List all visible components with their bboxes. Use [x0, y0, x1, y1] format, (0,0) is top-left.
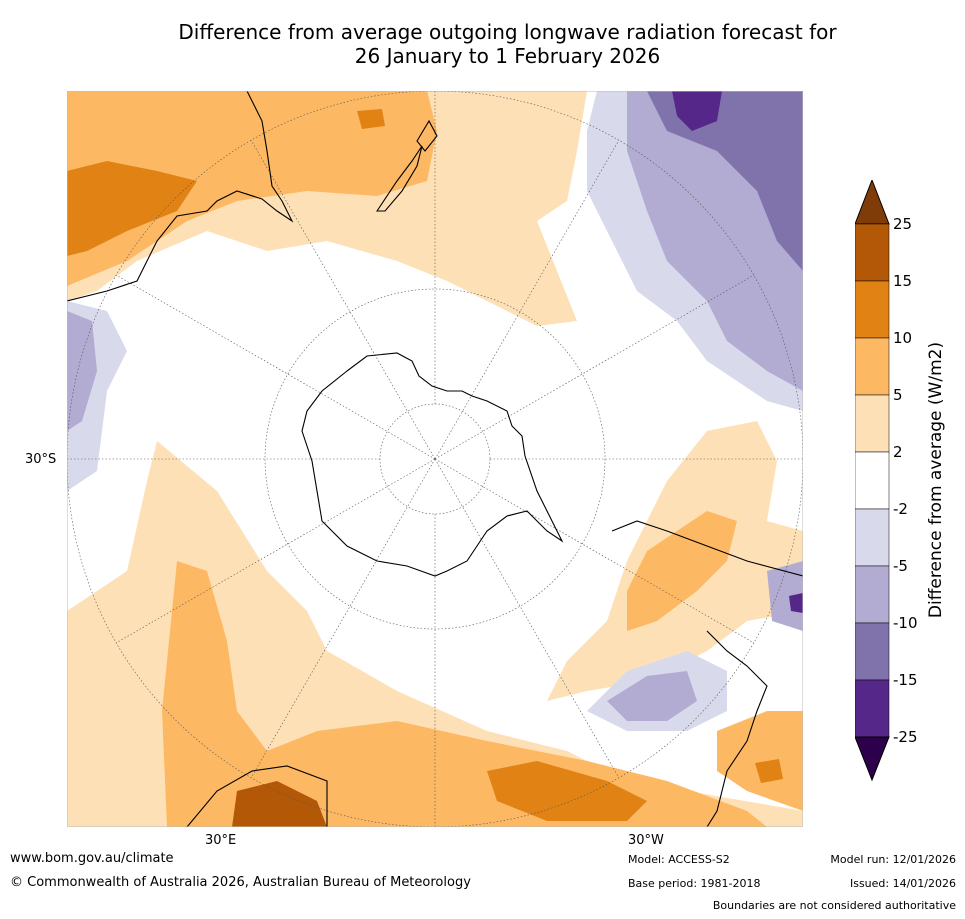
colorbar-under-arrow: [854, 736, 890, 782]
footer-website: www.bom.gov.au/climate: [10, 851, 174, 866]
colorbar-tick: -25: [893, 728, 918, 746]
title-line-1: Difference from average outgoing longwav…: [178, 20, 837, 44]
colorbar-tick: -2: [893, 500, 908, 518]
antarctica-coastline: [301, 352, 564, 577]
colorbar-band-m10-m5: [854, 565, 890, 624]
colorbar-band-2-5: [854, 394, 890, 453]
anomaly-region-mid-purple-ne: [647, 91, 803, 271]
colorbar-tick: -15: [893, 671, 918, 689]
footer-issued: Issued: 14/01/2026: [849, 877, 956, 890]
anomaly-region-orange-sw: [162, 561, 767, 827]
colorbar-over-arrow: [854, 178, 890, 225]
title-line-2: 26 January to 1 February 2026: [354, 44, 661, 68]
colorbar-band-m15-m10: [854, 622, 890, 681]
anomaly-region-dark-orange-se-corner: [755, 759, 783, 783]
colorbar-band-5-10: [854, 337, 890, 396]
anomaly-region-orange-east: [627, 511, 737, 631]
anomaly-region-dark-purple-east-edge: [789, 593, 803, 613]
colorbar: [854, 178, 895, 788]
colorbar-svg: [854, 178, 890, 782]
colorbar-tick: -10: [893, 614, 918, 632]
anomaly-region-dark-orange-south: [487, 761, 647, 821]
australia-coastline: [67, 91, 294, 302]
colorbar-tick: 2: [893, 443, 903, 461]
chart-title: Difference from average outgoing longwav…: [120, 20, 895, 68]
anomaly-region-purple-east-edge: [767, 561, 803, 631]
colorbar-tick: 5: [893, 386, 903, 404]
anomaly-region-dark-orange-nz: [357, 109, 385, 129]
anomaly-region-orange-se-corner: [717, 711, 803, 811]
lon-label-30w: 30°W: [628, 833, 664, 848]
anomaly-region-dark-orange-nw: [67, 161, 197, 256]
footer-model-run: Model run: 12/01/2026: [830, 853, 956, 866]
footer-model: Model: ACCESS-S2: [628, 853, 730, 866]
lat-label-30s: 30°S: [25, 452, 57, 467]
colorbar-tick: 15: [893, 272, 913, 290]
colorbar-band-15-25: [854, 223, 890, 282]
south-america-coastline: [611, 520, 803, 827]
colorbar-title: Difference from average (W/m2): [926, 341, 946, 619]
anomaly-region-purple-west: [67, 311, 97, 431]
anomaly-region-dark-purple-ne: [672, 91, 722, 131]
map-frame: [67, 91, 803, 827]
lon-label-30e: 30°E: [205, 833, 237, 848]
anomaly-region-dark-orange-africa: [232, 781, 327, 827]
footer-copyright: © Commonwealth of Australia 2026, Austra…: [10, 875, 471, 890]
colorbar-tick: -5: [893, 557, 908, 575]
colorbar-band-10-15: [854, 280, 890, 339]
graticule-circle-60s: [264, 288, 606, 630]
graticule: [67, 91, 803, 827]
colorbar-tick: 10: [893, 329, 913, 347]
footer-base-period: Base period: 1981-2018: [628, 877, 761, 890]
footer-disclaimer: Boundaries are not considered authoritat…: [712, 899, 956, 912]
colorbar-band-m25-m15: [854, 679, 890, 738]
map-svg: [67, 91, 803, 827]
colorbar-band-m5-m2: [854, 508, 890, 567]
colorbar-band-neutral: [854, 451, 890, 510]
polar-map: [67, 91, 803, 827]
colorbar-tick: 25: [893, 215, 913, 233]
anomaly-region-purple-se: [607, 671, 697, 721]
new-zealand-coastline: [375, 119, 438, 212]
africa-coastline: [186, 765, 328, 827]
